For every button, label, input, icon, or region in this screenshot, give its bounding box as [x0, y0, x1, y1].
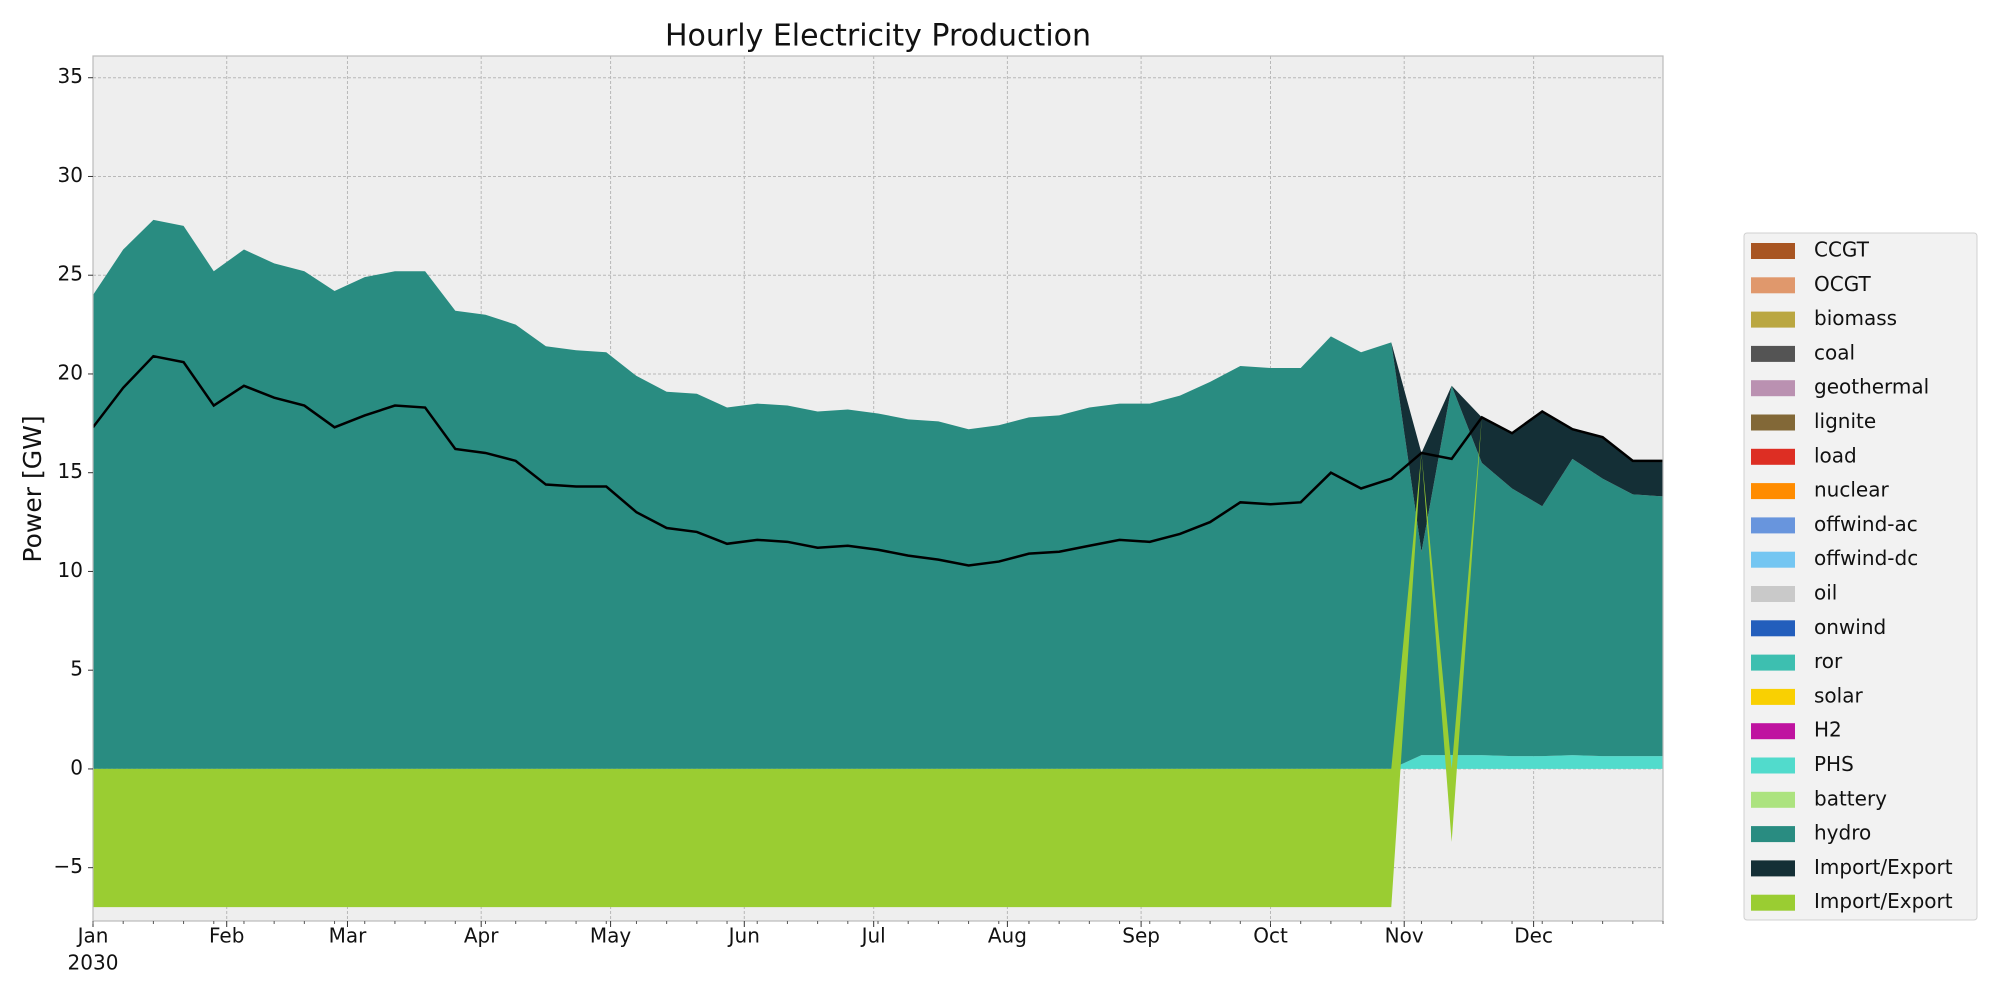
legend: CCGT OCGT biomass coal geothermal lignite load…: [1751, 238, 1953, 913]
legend-swatch: [1751, 551, 1795, 568]
x-tick-label: Nov: [1385, 924, 1424, 948]
y-tick-label: 25: [58, 262, 83, 286]
legend-label: geothermal: [1814, 375, 1929, 399]
y-tick-label: 0: [70, 755, 83, 779]
legend-swatch: [1751, 380, 1795, 397]
legend-label: onwind: [1814, 615, 1886, 639]
legend-swatch: [1751, 483, 1795, 500]
legend-label: Import/Export: [1814, 889, 1953, 913]
line: [93, 354, 1663, 567]
area: [93, 755, 1663, 769]
x-tick-label: Jun: [727, 924, 760, 948]
legend-label: battery: [1814, 786, 1887, 810]
y-tick-label: 30: [58, 163, 83, 187]
area: [93, 411, 1663, 908]
x-tick-label: Aug: [988, 924, 1027, 948]
legend-label: oil: [1814, 581, 1837, 605]
legend-swatch: [1751, 620, 1795, 637]
y-tick-label: 20: [58, 360, 83, 384]
legend-swatch: [1751, 894, 1795, 911]
legend-label: lignite: [1814, 409, 1876, 433]
legend-swatch: [1751, 311, 1795, 328]
legend-swatch: [1751, 860, 1795, 877]
legend-label: solar: [1814, 683, 1863, 707]
legend-swatch: [1751, 277, 1795, 294]
legend-box: [1743, 232, 1978, 921]
legend-swatch: [1751, 826, 1795, 843]
x-tick-label: Dec: [1514, 924, 1553, 948]
x-axis-sublabel: 2030: [68, 951, 119, 975]
legend-swatch: [1751, 757, 1795, 774]
legend-label: Import/Export: [1814, 855, 1953, 879]
legend-swatch: [1751, 688, 1795, 705]
legend-swatch: [1751, 791, 1795, 808]
legend-swatch: [1751, 723, 1795, 740]
x-tick-label: Jan: [76, 924, 109, 948]
x-tick-label: Sep: [1122, 924, 1160, 948]
x-tick-label: Mar: [329, 924, 368, 948]
legend-label: H2: [1814, 718, 1842, 742]
legend-label: biomass: [1814, 306, 1897, 330]
x-tick-label: Oct: [1253, 924, 1288, 948]
areas: [93, 219, 1663, 908]
legend-swatch: [1751, 517, 1795, 534]
x-tick-label: Jul: [860, 924, 886, 948]
legend-label: hydro: [1814, 821, 1871, 845]
legend-label: offwind-dc: [1814, 546, 1918, 570]
legend-swatch: [1751, 654, 1795, 671]
y-tick-label: 15: [58, 459, 83, 483]
legend-label: nuclear: [1814, 478, 1889, 502]
legend-swatch: [1751, 345, 1795, 362]
legend-swatch: [1751, 414, 1795, 431]
legend-swatch: [1751, 243, 1795, 259]
legend-label: coal: [1814, 340, 1855, 364]
x-tick-label: May: [590, 924, 632, 948]
legend-label: load: [1814, 443, 1857, 467]
legend-swatch: [1751, 448, 1795, 465]
labels: −5 0 5 10 15 20 25 30 35 Jan Feb Mar Apr May Jun Jul Aug…: [54, 64, 1664, 948]
y-axis-label: Power [GW]: [18, 415, 47, 562]
legend-label: CCGT: [1814, 238, 1870, 262]
y-tick-label: 10: [58, 558, 83, 582]
x-tick-label: Feb: [209, 924, 244, 948]
x-tick-label: Apr: [464, 924, 499, 948]
y-tick-label: −5: [54, 854, 83, 878]
legend-swatch: [1751, 586, 1795, 602]
legend-label: PHS: [1814, 752, 1854, 776]
y-tick-label: 5: [70, 657, 83, 681]
y-tick-label: 35: [58, 64, 83, 88]
area: [93, 219, 1663, 769]
legend-label: OCGT: [1814, 272, 1871, 296]
chart-title: Hourly Electricity Production: [665, 19, 1091, 54]
legend-label: ror: [1814, 649, 1843, 673]
legend-label: offwind-ac: [1814, 512, 1918, 536]
